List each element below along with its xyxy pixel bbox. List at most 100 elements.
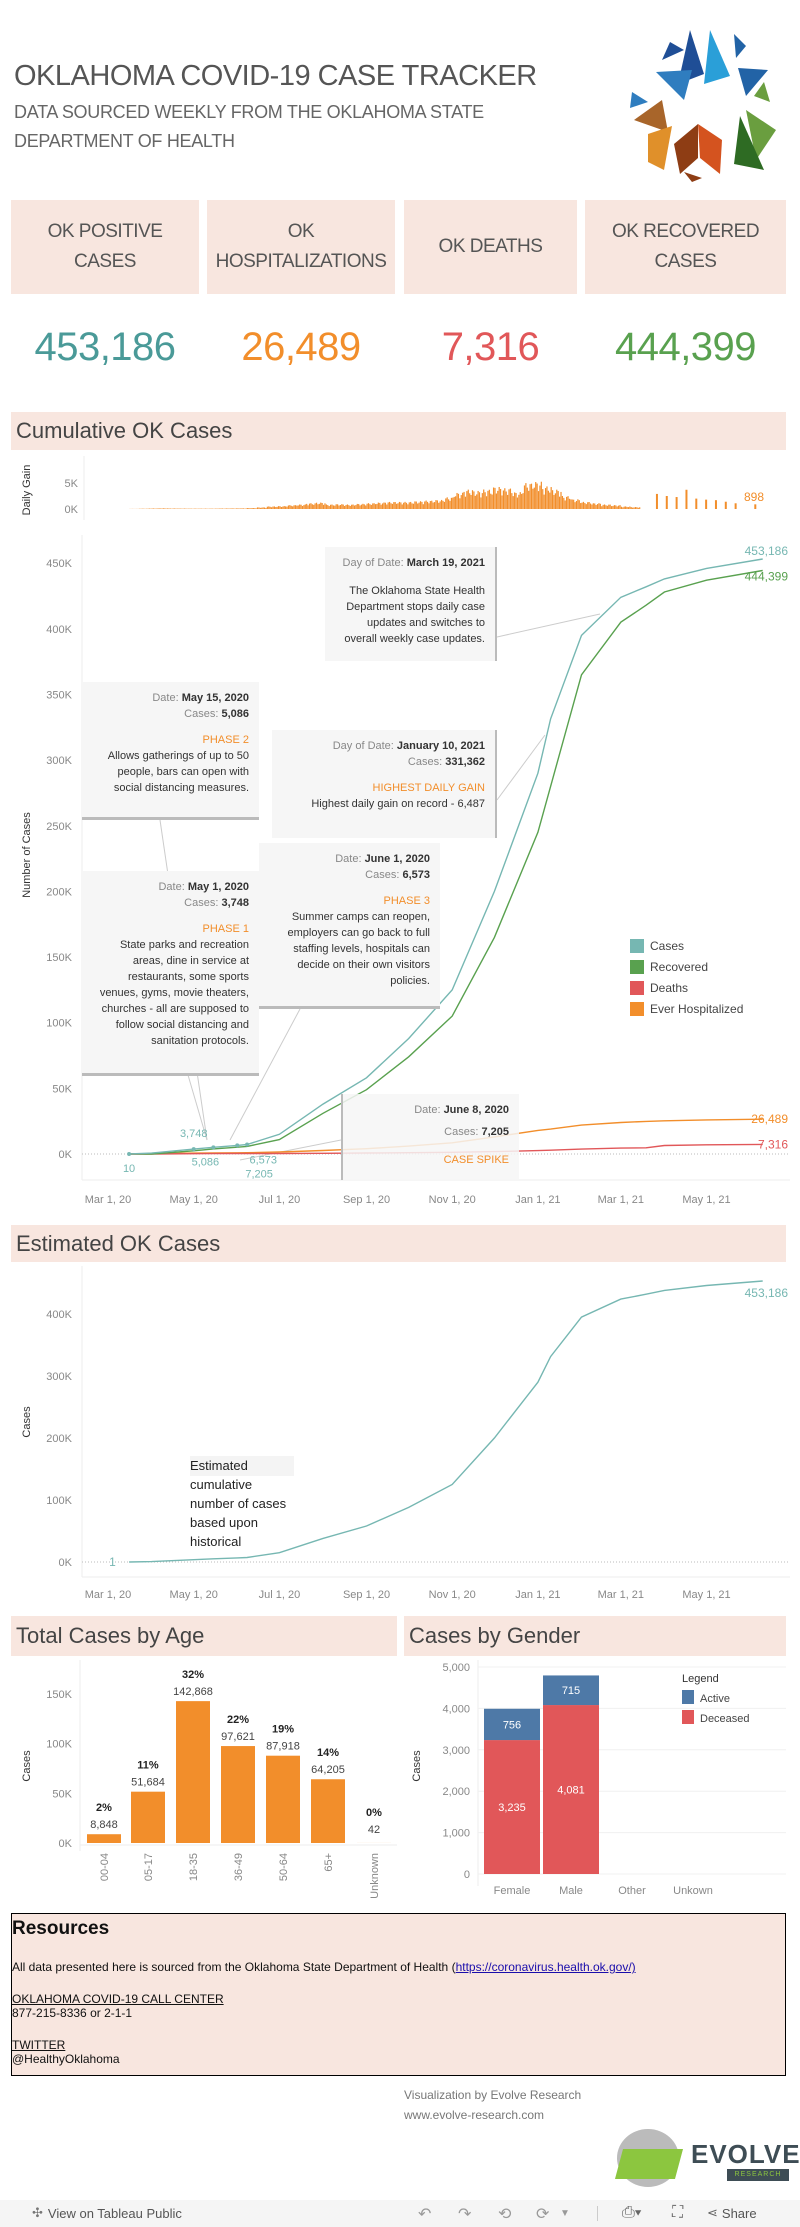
chevron-down-icon[interactable]: ▼ [560, 2208, 570, 2219]
daily-gain-bar [315, 502, 318, 509]
kpi-label: OK RECOVERED CASES [611, 221, 760, 272]
daily-gain-end-label: 898 [744, 490, 764, 504]
daily-gain-bar [553, 494, 555, 509]
view-on-tableau-button[interactable]: ✣ View on Tableau Public [32, 2205, 182, 2221]
refresh-icon[interactable]: ⟳ [536, 2206, 550, 2223]
daily-gain-bar [258, 507, 260, 509]
daily-gain-bar [573, 499, 575, 509]
y-tick-label: 50K [52, 1083, 72, 1095]
y-tick-label: 100K [46, 1739, 72, 1751]
end-label: 444,399 [745, 570, 789, 584]
age-value-label: 8,848 [90, 1819, 118, 1831]
daily-gain-bar [403, 502, 405, 509]
download-icon[interactable]: ⎙▾ [622, 2204, 642, 2221]
daily-gain-bar [613, 505, 615, 509]
daily-gain-bar [637, 507, 639, 509]
daily-gain-bar [391, 503, 394, 509]
legend-item-recovered[interactable]: Recovered [630, 956, 743, 977]
weekly-gain-bar [754, 504, 757, 509]
daily-gain-bar [432, 502, 434, 509]
kpi-hospitalizations-label: OK HOSPITALIZATIONS [207, 200, 395, 294]
weekly-gain-bar [675, 497, 678, 509]
daily-gain-bar [404, 501, 406, 509]
legend-item-hospitalized[interactable]: Ever Hospitalized [630, 998, 743, 1019]
annotation-key: Cases: [407, 756, 443, 768]
daily-gain-bar [349, 505, 351, 509]
daily-gain-bar [556, 489, 558, 509]
revert-icon[interactable]: ⟲ [498, 2206, 512, 2223]
daily-gain-bar [401, 504, 403, 509]
daily-gain-bar [329, 504, 332, 509]
daily-gain-bar [353, 505, 356, 509]
daily-gain-bar [339, 505, 342, 509]
annotation-date: January 10, 2021 [396, 740, 485, 752]
kpi-recovered-value: 444,399 [614, 325, 757, 369]
daily-gain-bar [308, 503, 311, 509]
annotation-key: Cases: [365, 869, 400, 881]
kpi-label: OK HOSPITALIZATIONS [215, 221, 387, 272]
daily-gain-bar [341, 504, 343, 509]
estimated-cases-chart[interactable]: Cases 400K 300K 200K 100K 0K Mar 1, 20 May 1, 2… [0, 1262, 800, 1612]
age-bar-chart[interactable]: Cases 150K 100K 50K 0K 8,848 2% 00-04 51,684 11% 0… [0, 1656, 400, 1911]
share-button[interactable]: ⋖ Share [707, 2205, 757, 2221]
weekly-gain-bar [734, 503, 737, 509]
daily-gain-bar [324, 503, 326, 509]
daily-gain-bar [450, 497, 453, 509]
daily-gain-bar [525, 483, 527, 509]
annotation-key: Date: [158, 881, 185, 893]
annotation-key: Day of Date: [342, 557, 404, 569]
daily-gain-bar [325, 504, 327, 509]
x-tick-label: Jan 1, 21 [515, 1194, 560, 1206]
redo-icon[interactable]: ↷ [458, 2206, 472, 2223]
daily-gain-bar [380, 504, 382, 509]
gender-stacked-bar-chart[interactable]: 5,000 4,000 3,000 2,000 1,000 0 Cases 3,235 756 F… [404, 1656, 800, 1911]
annotation-phase: CASE SPIKE [443, 1154, 509, 1166]
daily-gain-bar [425, 500, 427, 509]
legend-item-cases[interactable]: Cases [630, 935, 743, 956]
daily-gain-bar [490, 493, 492, 509]
daily-gain-bar [400, 502, 402, 509]
daily-gain-chart[interactable]: Daily Gain 5K 0K 898 [0, 452, 800, 524]
daily-gain-bar [379, 502, 381, 509]
legend-label: Ever Hospitalized [650, 1001, 744, 1016]
daily-gain-bar [622, 507, 624, 509]
age-value-label: 64,205 [311, 1764, 345, 1776]
daily-gain-bar [417, 503, 419, 509]
daily-gain-bar [630, 507, 632, 509]
daily-gain-bar [595, 505, 597, 509]
gender-value-label: 756 [503, 1719, 521, 1731]
fullscreen-icon[interactable]: ⛶ [672, 2204, 684, 2221]
daily-gain-bar [377, 502, 379, 509]
weekly-gain-bar [655, 493, 658, 509]
daily-gain-bar [397, 503, 399, 509]
daily-gain-bar [618, 505, 620, 509]
daily-gain-bar [415, 501, 417, 509]
daily-gain-bar [279, 506, 281, 509]
daily-gain-bar [436, 500, 438, 509]
daily-gain-bar [580, 503, 582, 509]
daily-gain-bar [512, 496, 514, 509]
daily-gain-bar [411, 503, 413, 509]
annotation-key: Cases: [444, 1126, 479, 1138]
daily-gain-bar [554, 493, 556, 509]
y-tick-label: 150K [46, 952, 72, 964]
kpi-hospitalizations-value: 26,489 [241, 325, 361, 369]
daily-gain-bar [501, 495, 503, 509]
daily-gain-bar [499, 488, 502, 509]
annotation-leader-line [187, 1074, 208, 1141]
daily-gain-bar [424, 501, 426, 509]
health-dept-link[interactable]: https://coronavirus.health.ok.gov/) [455, 1960, 636, 1974]
annotation-leader-line [229, 1008, 301, 1141]
daily-gain-bar [367, 503, 370, 509]
evolve-logo: EVOLVE RESEARCH [614, 2125, 800, 2190]
daily-gain-bar [516, 497, 519, 509]
undo-icon[interactable]: ↶ [418, 2206, 432, 2223]
daily-gain-bar [481, 493, 483, 509]
daily-gain-bar [623, 506, 625, 509]
credits-url[interactable]: www.evolve-research.com [404, 2108, 545, 2122]
y-tick-label: 0K [59, 1557, 73, 1569]
cumulative-legend: Cases Recovered Deaths Ever Hospitalized [630, 935, 743, 1019]
daily-gain-bar [278, 506, 280, 509]
legend-item-deaths[interactable]: Deaths [630, 977, 743, 998]
annotation-cases: 7,205 [481, 1126, 509, 1138]
